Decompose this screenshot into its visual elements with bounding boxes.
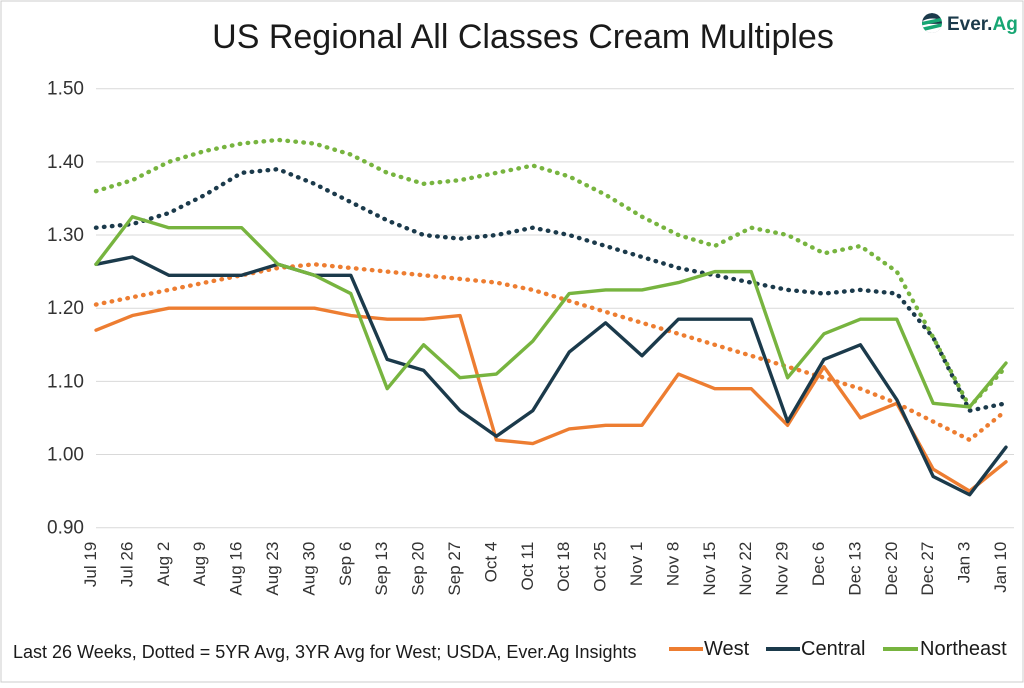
svg-text:West: West <box>704 638 750 660</box>
svg-text:Last 26 Weeks, Dotted = 5YR Av: Last 26 Weeks, Dotted = 5YR Avg, 3YR Avg… <box>13 642 636 662</box>
svg-text:Central: Central <box>801 638 865 660</box>
svg-text:Dec 6: Dec 6 <box>809 542 828 586</box>
svg-text:Sep 6: Sep 6 <box>336 542 355 586</box>
svg-text:1.30: 1.30 <box>47 225 84 246</box>
svg-text:Nov 8: Nov 8 <box>663 542 682 586</box>
svg-text:Dec 13: Dec 13 <box>845 542 864 596</box>
svg-text:Jul 19: Jul 19 <box>81 542 100 587</box>
svg-text:1.40: 1.40 <box>47 152 84 173</box>
svg-text:US Regional All Classes Cream: US Regional All Classes Cream Multiples <box>212 18 834 56</box>
svg-text:Sep 13: Sep 13 <box>372 542 391 596</box>
svg-text:Ever.: Ever. <box>947 14 992 35</box>
svg-text:Oct 25: Oct 25 <box>591 542 610 592</box>
svg-text:Ag: Ag <box>993 14 1018 35</box>
svg-text:Nov 22: Nov 22 <box>736 542 755 596</box>
svg-text:1.00: 1.00 <box>47 445 84 466</box>
svg-text:Aug 30: Aug 30 <box>299 542 318 596</box>
svg-text:Jul 26: Jul 26 <box>117 542 136 587</box>
svg-text:1.10: 1.10 <box>47 371 84 392</box>
svg-text:Jan 3: Jan 3 <box>955 542 974 584</box>
svg-text:0.90: 0.90 <box>47 518 84 539</box>
svg-text:Nov 1: Nov 1 <box>627 542 646 586</box>
svg-text:Aug 9: Aug 9 <box>190 542 209 586</box>
svg-text:Sep 27: Sep 27 <box>445 542 464 596</box>
svg-text:Northeast: Northeast <box>920 638 1007 660</box>
svg-text:Sep 20: Sep 20 <box>409 542 428 596</box>
svg-text:1.20: 1.20 <box>47 298 84 319</box>
svg-text:Dec 20: Dec 20 <box>882 542 901 596</box>
svg-text:Oct 18: Oct 18 <box>554 542 573 592</box>
svg-text:Dec 27: Dec 27 <box>918 542 937 596</box>
svg-text:Aug 23: Aug 23 <box>263 542 282 596</box>
svg-text:Oct 11: Oct 11 <box>518 542 537 591</box>
svg-text:Aug 16: Aug 16 <box>227 542 246 596</box>
svg-text:Jan 10: Jan 10 <box>991 542 1010 593</box>
svg-text:Oct 4: Oct 4 <box>481 542 500 583</box>
svg-text:1.50: 1.50 <box>47 79 84 100</box>
svg-text:Nov 15: Nov 15 <box>700 542 719 596</box>
svg-text:Aug 2: Aug 2 <box>154 542 173 586</box>
svg-text:Nov 29: Nov 29 <box>773 542 792 596</box>
